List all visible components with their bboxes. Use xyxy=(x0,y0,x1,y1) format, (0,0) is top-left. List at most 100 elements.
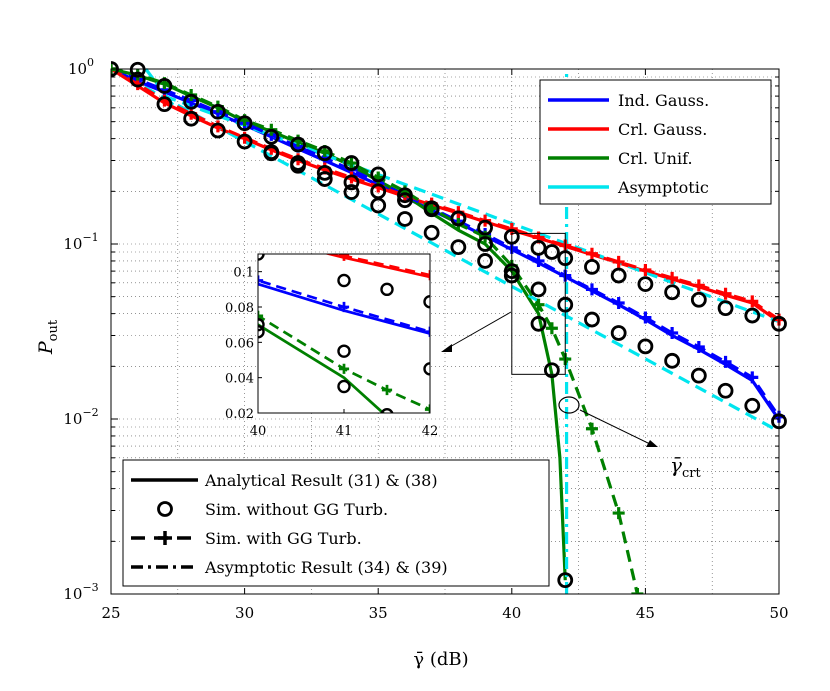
data-point-circle xyxy=(530,281,547,298)
data-point-circle xyxy=(0,160,6,171)
data-point-circle xyxy=(423,224,440,241)
data-point-plus xyxy=(424,326,430,337)
y-tick-label: 10−1 xyxy=(63,231,98,253)
data-point-plus xyxy=(666,327,679,340)
data-point-plus xyxy=(612,507,625,520)
series-line xyxy=(163,94,780,324)
data-point-plus xyxy=(0,161,5,171)
legend-label: Sim. without GG Turb. xyxy=(205,500,388,519)
zoom-arrowhead xyxy=(441,344,452,352)
data-point-circle xyxy=(423,200,440,217)
data-point-circle xyxy=(690,367,707,384)
data-point-circle xyxy=(209,122,226,139)
data-point-circle xyxy=(236,115,253,132)
data-point-plus xyxy=(639,264,652,277)
series-line xyxy=(144,68,177,109)
data-point-plus xyxy=(81,214,91,224)
data-point-plus xyxy=(253,228,263,238)
data-point-circle xyxy=(343,155,360,171)
inset-y-tick-label: 0.02 xyxy=(225,407,254,422)
y-tick-base: 10 xyxy=(63,410,82,428)
data-point-plus xyxy=(338,254,350,261)
legend-label: Analytical Result (31) & (38) xyxy=(204,471,438,490)
data-point-plus xyxy=(545,322,558,335)
data-point-circle xyxy=(543,244,560,260)
data-point-plus xyxy=(597,304,607,314)
data-point-circle xyxy=(637,338,654,355)
data-point-plus xyxy=(612,255,625,268)
data-point-circle xyxy=(156,78,173,94)
data-point-plus xyxy=(612,297,625,310)
data-point-circle xyxy=(316,171,333,187)
y-axis-label-main: P xyxy=(35,340,57,355)
series-line xyxy=(111,67,780,433)
inset-plot: 40 41 42 0.02 0.04 0.06 0.08 0.1 xyxy=(0,160,779,439)
model-legend: Ind. Gauss. Crl. Gauss. Crl. Unif. Asymptot… xyxy=(539,79,772,205)
zoom-box xyxy=(511,232,566,375)
data-point-plus xyxy=(597,362,607,372)
x-tick-label: 25 xyxy=(101,604,120,622)
data-point-circle xyxy=(717,300,734,317)
data-point-circle xyxy=(80,195,91,206)
y-tick-base: 10 xyxy=(68,60,87,78)
data-point-plus xyxy=(511,428,521,438)
data-point-circle xyxy=(166,266,177,277)
data-point-plus xyxy=(769,388,779,398)
data-point-plus xyxy=(666,271,679,284)
data-point-plus xyxy=(338,363,350,374)
data-point-circle xyxy=(337,273,351,288)
data-point-circle xyxy=(370,183,387,200)
data-point-plus xyxy=(258,275,264,286)
y-tick-exponent: −3 xyxy=(82,581,98,594)
y-tick-label: 100 xyxy=(68,56,94,78)
x-axis-label: γ̄ (dB) xyxy=(413,649,468,670)
legend-plus-marker xyxy=(158,531,172,545)
data-point-circle xyxy=(477,253,493,269)
data-point-circle xyxy=(166,301,177,312)
data-point-plus xyxy=(167,249,177,259)
data-point-circle xyxy=(610,325,627,341)
data-point-circle xyxy=(744,397,761,414)
data-point-plus xyxy=(338,301,350,313)
data-point-plus xyxy=(424,404,430,413)
data-point-plus xyxy=(631,588,644,594)
gamma-crt-arrowhead xyxy=(646,440,658,447)
data-point-circle xyxy=(690,291,707,308)
gamma-crt-label: γ̄ xyxy=(670,453,682,477)
data-point-circle xyxy=(80,273,91,284)
data-point-circle xyxy=(744,307,761,324)
legend-label: Ind. Gauss. xyxy=(618,91,709,110)
data-point-plus xyxy=(719,287,732,300)
inset-x-tick-label: 42 xyxy=(422,424,439,439)
data-point-plus xyxy=(585,247,598,260)
data-point-circle xyxy=(397,192,413,209)
data-point-plus xyxy=(258,310,264,321)
svg-text:Pout: Pout xyxy=(35,319,61,355)
data-point-plus xyxy=(81,175,91,185)
inset-y-tick-label: 0.08 xyxy=(225,301,254,316)
legend-circle-marker xyxy=(157,501,173,517)
data-point-circle xyxy=(343,184,360,200)
svg-text:γ̄crt: γ̄crt xyxy=(670,453,701,481)
data-point-plus xyxy=(424,270,430,281)
data-point-circle xyxy=(236,133,253,150)
y-tick-exponent: −2 xyxy=(82,406,98,419)
y-tick-label: 10−3 xyxy=(63,581,98,603)
y-tick-label: 10−2 xyxy=(63,406,98,428)
data-point-circle xyxy=(397,211,413,227)
y-axis-label: Pout xyxy=(35,319,61,355)
data-point-circle xyxy=(156,96,173,113)
data-point-circle xyxy=(450,239,467,256)
data-point-plus xyxy=(692,279,705,292)
gamma-crt-ellipse xyxy=(558,396,580,414)
legend-label: Sim. with GG Turb. xyxy=(205,529,362,548)
data-point-plus xyxy=(692,340,705,353)
gamma-crt-annotation: γ̄crt xyxy=(558,396,701,481)
data-point-plus xyxy=(381,384,393,396)
data-point-plus xyxy=(532,254,545,267)
data-point-circle xyxy=(290,136,306,153)
data-point-plus xyxy=(585,283,598,296)
data-point-plus xyxy=(167,242,177,252)
